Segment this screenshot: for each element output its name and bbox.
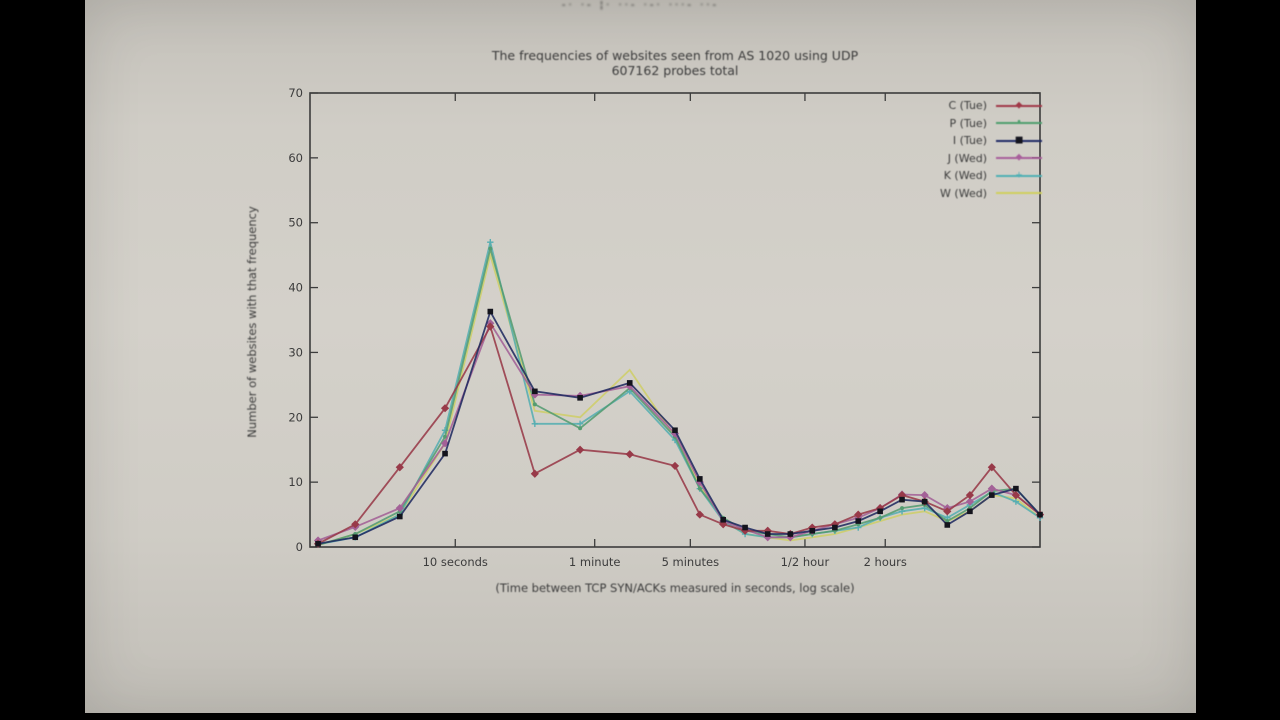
square-marker-icon: [855, 518, 862, 524]
line-chart-plot: 0 10 20 30 40 50 60 70 10 seconds 1 minute 5 minut…: [288, 86, 1045, 569]
projected-slide: -· ·- ¦· ··- ·-· ···- ··- The frequencie…: [85, 0, 1196, 713]
cropped-top-text: -· ·- ¦· ··- ·-· ···- ··-: [561, 0, 720, 11]
square-marker-icon: [442, 450, 448, 457]
square-marker-icon: [672, 427, 678, 434]
square-marker-icon: [967, 508, 973, 515]
diamond-marker-icon: [486, 322, 495, 331]
square-marker-icon: [742, 524, 748, 531]
dot-marker-icon: [878, 515, 883, 520]
diamond-marker-icon: [920, 491, 929, 500]
plot-frame: [309, 92, 1041, 548]
diamond-marker-icon: [670, 461, 680, 471]
dot-marker-icon: [532, 402, 537, 407]
x-axis-label: (Time between TCP SYN/ACKs measured in s…: [495, 581, 855, 595]
x-tick-label: 2 hours: [864, 555, 907, 569]
legend-entry: I (Tue) ■: [820, 132, 1042, 150]
chart-legend: C (Tue) ◆ P (Tue) • I (Tue) ■ J (Wed) ◆ …: [820, 97, 1042, 202]
square-marker-icon: [396, 513, 403, 520]
dot-marker-icon: [900, 506, 905, 511]
square-marker-icon: [809, 527, 816, 534]
y-tick-label: 60: [288, 151, 303, 165]
legend-entry: K (Wed) +: [820, 167, 1042, 185]
square-marker-icon: [1037, 511, 1043, 518]
plus-marker-icon: +: [1015, 170, 1023, 181]
square-marker-icon: [832, 524, 838, 531]
diamond-marker-icon: [395, 463, 404, 472]
diamond-marker-icon: [625, 450, 634, 459]
square-marker-icon: ■: [1014, 135, 1024, 146]
legend-label: P (Tue): [949, 116, 987, 130]
dot-marker-icon: [697, 486, 702, 491]
dot-marker-icon: [488, 246, 493, 251]
dot-marker-icon: •: [1016, 117, 1022, 128]
legend-label: I (Tue): [952, 134, 987, 148]
legend-label: W (Wed): [940, 186, 987, 200]
square-marker-icon: [989, 492, 995, 498]
series-line-w-wed-: [317, 251, 1041, 546]
legend-entry: W (Wed): [820, 185, 1042, 203]
y-tick-label: 40: [288, 281, 303, 295]
diamond-marker-icon: [695, 510, 704, 519]
legend-line-sample: ◆: [996, 152, 1042, 164]
x-tick-label: 1 minute: [569, 555, 621, 569]
chart-title-line2: 607162 probes total: [611, 63, 739, 78]
square-marker-icon: [720, 516, 726, 523]
square-marker-icon: [1013, 485, 1019, 492]
legend-entry: J (Wed) ◆: [820, 150, 1042, 168]
square-marker-icon: [626, 380, 633, 386]
diamond-marker-icon: [440, 404, 450, 413]
diamond-marker-icon: [530, 469, 539, 478]
dot-marker-icon: [578, 426, 583, 431]
square-marker-icon: [787, 531, 794, 537]
square-marker-icon: [532, 388, 538, 395]
diamond-marker-icon: [351, 520, 360, 529]
square-marker-icon: [899, 496, 905, 503]
diamond-marker-icon: [943, 507, 952, 516]
legend-entry: P (Tue) •: [820, 115, 1042, 133]
legend-label: J (Wed): [947, 151, 987, 165]
x-tick-label: 10 seconds: [423, 555, 488, 569]
legend-label: C (Tue): [948, 99, 987, 113]
legend-entry: C (Tue) ◆: [820, 97, 1042, 115]
legend-line-sample: [996, 187, 1042, 199]
square-marker-icon: [352, 534, 359, 541]
legend-line-sample: ◆: [996, 100, 1042, 112]
y-tick-label: 10: [288, 475, 303, 489]
diamond-marker-icon: [965, 491, 975, 500]
diamond-marker-icon: [575, 445, 585, 454]
y-tick-label: 50: [288, 216, 303, 230]
x-tick-label: 5 minutes: [662, 555, 720, 569]
diamond-marker-icon: [1011, 491, 1021, 500]
y-tick-label: 70: [288, 86, 303, 100]
series-line-i-tue-: [317, 309, 1041, 545]
dot-marker-icon: [443, 434, 448, 439]
square-marker-icon: [487, 308, 494, 315]
diamond-marker-icon: ◆: [1015, 100, 1023, 111]
diamond-marker-icon: ◆: [1015, 152, 1023, 163]
y-tick-label: 20: [288, 410, 303, 424]
square-marker-icon: [877, 508, 883, 515]
square-marker-icon: [764, 531, 771, 537]
square-marker-icon: [944, 522, 951, 528]
chart-title-line1: The frequencies of websites seen from AS…: [491, 48, 859, 63]
legend-line-sample: •: [996, 117, 1042, 129]
square-marker-icon: [697, 476, 703, 482]
legend-label: K (Wed): [943, 169, 987, 183]
legend-line-sample: +: [996, 170, 1042, 182]
diamond-marker-icon: [965, 497, 975, 506]
chart-title: The frequencies of websites seen from AS…: [492, 48, 858, 78]
square-marker-icon: [921, 498, 928, 505]
square-marker-icon: [315, 540, 321, 547]
x-tick-label: 1/2 hour: [781, 555, 830, 569]
square-marker-icon: [577, 395, 583, 401]
series-line-p-tue-: [317, 245, 1041, 546]
y-tick-label: 30: [288, 345, 303, 359]
legend-line-sample: ■: [996, 135, 1042, 147]
y-tick-label: 0: [296, 540, 303, 554]
dot-marker-icon: [945, 519, 950, 524]
